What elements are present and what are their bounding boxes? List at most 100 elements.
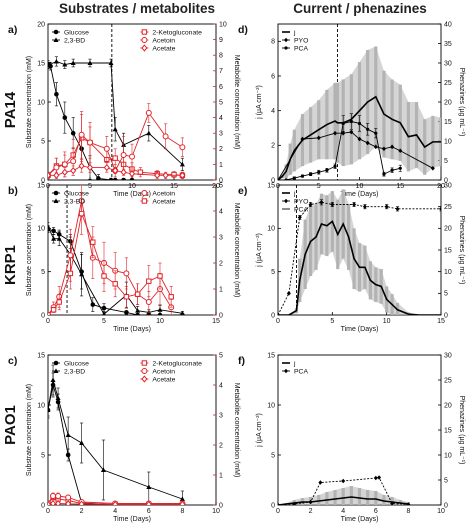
legend-label: 2,3-BD [64, 368, 85, 375]
series-acetate [48, 159, 186, 179]
data-point [70, 167, 77, 175]
data-point [292, 176, 296, 180]
y-right-tick-label: 3 [219, 412, 223, 419]
data-point [309, 172, 313, 176]
y-tick-label: 20 [37, 21, 45, 28]
y-right-tick-label: 0 [219, 177, 223, 184]
data-point [316, 135, 321, 141]
y-tick-label: 0 [271, 502, 275, 509]
legend-label: Acetoin [152, 190, 175, 197]
data-point [61, 161, 68, 168]
data-point [112, 177, 118, 180]
series-line [48, 211, 172, 315]
y-right-tick-label: 9 [219, 37, 223, 44]
series-pca [278, 475, 411, 505]
y-right-axis-label: Phenazines (µg mL⁻¹) [458, 68, 465, 137]
panel-f: f) 0 2 4 6 8 10 Time (Days) 0 5 10 15 j (µA cm⁻²) 0 5 1… [238, 352, 465, 523]
y-tick-label: 4 [271, 108, 275, 115]
data-point [382, 172, 386, 176]
y-tick-label: 0 [271, 312, 275, 319]
y-right-tick-label: 25 [444, 80, 452, 87]
data-point [278, 178, 280, 180]
legend-label: j [293, 29, 296, 36]
data-point [129, 177, 135, 180]
y-right-tick-label: 20 [444, 226, 452, 233]
data-point [145, 299, 152, 305]
legend-marker [284, 37, 288, 43]
legend-marker [53, 360, 59, 366]
data-point [171, 171, 177, 178]
plot-frame [277, 354, 442, 506]
x-tick-label: 5 [317, 183, 321, 190]
legend-label: Acetate [152, 198, 175, 205]
data-point [56, 299, 62, 305]
data-point [65, 452, 71, 458]
y-axis-label: j (µA cm⁻²) [256, 413, 263, 448]
series-pyo [278, 199, 441, 315]
x-tick-label: 8 [180, 508, 184, 515]
legend-marker [53, 368, 59, 373]
data-point [146, 484, 152, 489]
data-point [278, 312, 280, 315]
data-point [308, 499, 313, 505]
legend-label: PYO [294, 37, 308, 44]
data-point [145, 109, 152, 116]
y-tick-label: 0 [41, 502, 45, 509]
data-point [406, 502, 411, 505]
data-point [157, 307, 163, 312]
y-tick-label: 15 [267, 352, 275, 359]
x-tick-label: 10 [156, 318, 164, 325]
y-right-tick-label: 0 [444, 312, 448, 319]
y-right-axis-label: Metabolite concentration (mM) [233, 203, 240, 298]
y-right-tick-label: 30 [444, 352, 452, 359]
legend-label: Acetoin [152, 37, 175, 44]
series-line [278, 201, 441, 315]
series-line [278, 220, 441, 315]
data-point [78, 131, 85, 138]
legend-label: 2,3-BD [64, 37, 85, 44]
panel-e: e) 0 5 10 15 Time (Days) 0 5 10 15 j (µA cm⁻²) 0 5 10… [238, 182, 465, 333]
y-right-axis-label: Phenazines (µg mL⁻¹) [458, 396, 465, 465]
y-right-tick-label: 1 [219, 286, 223, 293]
x-tick-label: 0 [276, 318, 280, 325]
data-point [154, 171, 161, 179]
data-point [373, 144, 378, 150]
data-point [79, 440, 85, 445]
x-tick-label: 0 [46, 318, 50, 325]
legend-marker [141, 198, 148, 204]
data-point [53, 164, 60, 171]
y-axis-label: Substrate concentration (mM) [26, 384, 33, 476]
data-point [55, 499, 62, 505]
data-point [54, 91, 59, 97]
data-point [179, 161, 185, 167]
legend-label: Acetoin [152, 368, 175, 375]
panel-letter: c) [8, 355, 17, 367]
x-tick-label: 8 [406, 508, 410, 515]
data-point [168, 294, 174, 300]
series-2-3-bd [48, 56, 185, 171]
data-point [51, 236, 57, 241]
legend-label: Glucose [64, 190, 89, 197]
y-tick-label: 15 [37, 60, 45, 67]
x-tick-label: 0 [276, 508, 280, 515]
data-point [145, 500, 152, 505]
data-point [123, 294, 130, 300]
y-right-axis-label: Metabolite concentration (mM) [233, 383, 240, 478]
data-point [319, 200, 324, 205]
data-point [146, 130, 152, 136]
y-tick-label: 2 [271, 143, 275, 150]
data-point [179, 144, 186, 151]
data-point [341, 478, 346, 484]
data-point [439, 206, 441, 212]
x-tick-label: 6 [147, 508, 151, 515]
data-point [284, 178, 288, 180]
x-tick-label: 5 [330, 318, 334, 325]
x-tick-label: 15 [396, 183, 404, 190]
data-point [70, 130, 76, 136]
y-right-tick-label: 2 [219, 260, 223, 267]
